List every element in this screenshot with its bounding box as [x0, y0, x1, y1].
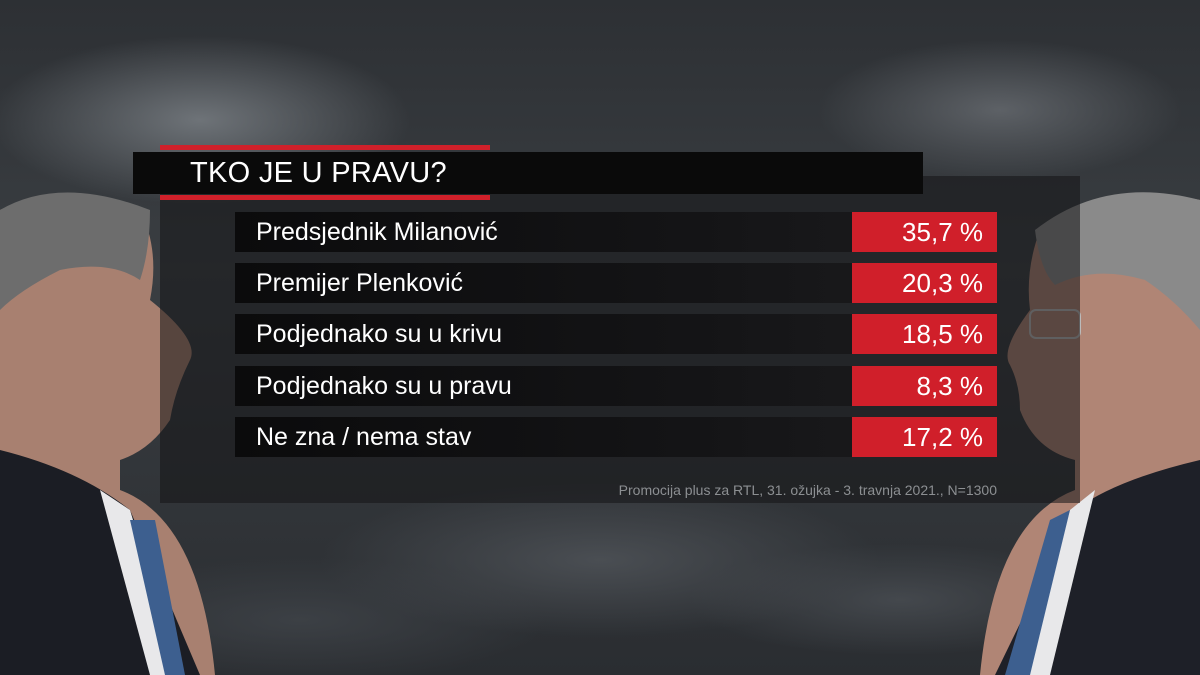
source-note: Promocija plus za RTL, 31. ožujka - 3. t…: [618, 482, 997, 498]
row-label: Podjednako su u pravu: [256, 372, 512, 400]
row-label: Premijer Plenković: [256, 269, 464, 297]
row-label: Podjednako su u krivu: [256, 320, 502, 348]
table-row: Podjednako su u krivu 18,5 %: [235, 314, 997, 354]
table-row: Ne zna / nema stav 17,2 %: [235, 417, 997, 457]
table-row: Premijer Plenković 20,3 %: [235, 263, 997, 303]
row-value: 35,7 %: [852, 212, 997, 252]
row-label: Predsjednik Milanović: [256, 218, 498, 246]
row-label: Ne zna / nema stav: [256, 423, 472, 451]
row-value: 20,3 %: [852, 263, 997, 303]
title-accent-bottom: [160, 195, 490, 200]
table-row: Podjednako su u pravu 8,3 %: [235, 366, 997, 406]
row-value: 8,3 %: [852, 366, 997, 406]
table-row: Predsjednik Milanović 35,7 %: [235, 212, 997, 252]
title-accent-top: [160, 145, 490, 150]
row-value: 18,5 %: [852, 314, 997, 354]
chart-title: TKO JE U PRAVU?: [190, 157, 447, 189]
row-value: 17,2 %: [852, 417, 997, 457]
title-bar: [133, 152, 923, 194]
